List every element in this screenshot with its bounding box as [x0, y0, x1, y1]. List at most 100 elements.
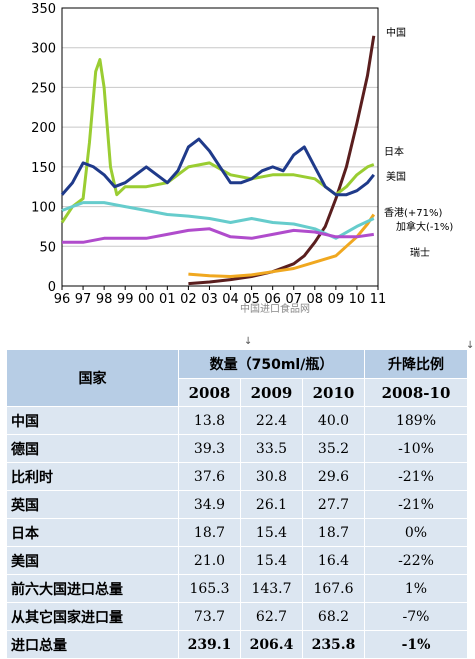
- y-tick-label: 0: [48, 280, 56, 295]
- header-year-2008: 2008: [178, 378, 241, 407]
- country-cell: 英国: [6, 490, 179, 519]
- x-tick-label: 01: [159, 292, 176, 307]
- x-tick-label: 07: [285, 292, 302, 307]
- country-cell: 从其它国家进口量: [6, 602, 179, 631]
- value-2009: 26.1: [240, 490, 303, 519]
- change-cell: -21%: [364, 490, 468, 519]
- paragraph-mark: ↓: [466, 340, 475, 351]
- header-change: 升降比例: [364, 349, 468, 379]
- y-tick-label: 200: [31, 121, 56, 136]
- value-2010: 29.6: [302, 462, 365, 491]
- header-change-period: 2008-10: [364, 378, 468, 407]
- header-year-2010: 2010: [302, 378, 365, 407]
- table-row: 美国 21.0 15.4 16.4 -22%: [6, 546, 468, 575]
- x-tick-label: 06: [264, 292, 281, 307]
- value-2008: 165.3: [178, 574, 241, 603]
- y-tick-label: 150: [31, 161, 56, 176]
- table-row: 英国 34.9 26.1 27.7 -21%: [6, 490, 468, 519]
- series-canada-label: 加拿大(-1%): [396, 220, 453, 233]
- table-row: 前六大国进口总量 165.3 143.7 167.6 1%: [6, 574, 468, 603]
- header-country: 国家: [6, 349, 179, 407]
- value-2010: 40.0: [302, 406, 365, 435]
- value-2010: 18.7: [302, 518, 365, 547]
- x-tick-label: 04: [222, 292, 239, 307]
- grid-lines: [62, 7, 378, 287]
- country-cell: 美国: [6, 546, 179, 575]
- y-tick-label: 50: [39, 240, 56, 255]
- country-cell: 日本: [6, 518, 179, 547]
- change-cell: -10%: [364, 434, 468, 463]
- paragraph-mark: ↓: [244, 336, 253, 347]
- country-cell: 前六大国进口总量: [6, 574, 179, 603]
- x-tick-label: 96: [54, 292, 71, 307]
- x-tick-label: 09: [328, 292, 345, 307]
- value-2010: 35.2: [302, 434, 365, 463]
- value-2009: 62.7: [240, 602, 303, 631]
- value-2010: 167.6: [302, 574, 365, 603]
- x-tick-label: 97: [75, 292, 92, 307]
- series-lines: [60, 35, 376, 286]
- table-row: 日本 18.7 15.4 18.7 0%: [6, 518, 468, 547]
- header-quantity: 数量（750ml/瓶）: [178, 349, 365, 379]
- import-volume-table: 国家 数量（750ml/瓶） 升降比例 2008 2009 2010 2008-…: [6, 349, 468, 659]
- x-tick-label: 02: [180, 292, 197, 307]
- x-tick-label: 05: [243, 292, 260, 307]
- value-2008: 39.3: [178, 434, 241, 463]
- series-switzerland-line: [62, 227, 375, 244]
- y-tick-label: 100: [31, 201, 56, 216]
- country-cell: 中国: [6, 406, 179, 435]
- x-tick-label: 08: [307, 292, 324, 307]
- x-tick-label: 98: [96, 292, 113, 307]
- series-japan-label: 日本: [384, 145, 404, 158]
- series-china-line: [188, 35, 376, 286]
- series-switzerland-label: 瑞士: [410, 246, 430, 259]
- series-usa-label: 美国: [386, 170, 406, 183]
- value-2008: 34.9: [178, 490, 241, 519]
- x-tick-label: 99: [117, 292, 134, 307]
- change-cell: -22%: [364, 546, 468, 575]
- x-tick-label: 11: [370, 292, 387, 307]
- series-hongkong-line: [188, 213, 376, 278]
- x-axis: 96 97 98 99 00 01 02 03 04 05 06 07 08 09 10 11: [54, 286, 387, 307]
- x-tick-label: 03: [201, 292, 218, 307]
- value-2009: 143.7: [240, 574, 303, 603]
- series-china-label: 中国: [386, 26, 406, 39]
- table-row: 从其它国家进口量 73.7 62.7 68.2 -7%: [6, 602, 468, 631]
- country-cell: 德国: [6, 434, 179, 463]
- country-cell: 比利时: [6, 462, 179, 491]
- plot-frame: [61, 7, 379, 287]
- value-2008: 73.7: [178, 602, 241, 631]
- value-2009: 22.4: [240, 406, 303, 435]
- series-japan-line: [60, 58, 375, 224]
- change-cell: -21%: [364, 462, 468, 491]
- change-cell: -7%: [364, 602, 468, 631]
- y-tick-label: 350: [31, 2, 56, 17]
- value-2008: 37.6: [178, 462, 241, 491]
- change-cell: 0%: [364, 518, 468, 547]
- change-cell: 189%: [364, 406, 468, 435]
- table-row: 德国 39.3 33.5 35.2 -10%: [6, 434, 468, 463]
- x-tick-label: 10: [349, 292, 366, 307]
- value-2009: 15.4: [240, 518, 303, 547]
- value-2008: 21.0: [178, 546, 241, 575]
- value-2008: 18.7: [178, 518, 241, 547]
- change-cell: 1%: [364, 574, 468, 603]
- table-row: 中国 13.8 22.4 40.0 189%: [6, 406, 468, 435]
- value-2009: 15.4: [240, 546, 303, 575]
- header-year-2009: 2009: [240, 378, 303, 407]
- y-axis: 0 50 100 150 200 250 300 350: [31, 2, 56, 295]
- y-tick-label: 300: [31, 42, 56, 57]
- value-2009: 30.8: [240, 462, 303, 491]
- value-2010: 68.2: [302, 602, 365, 631]
- x-tick-label: 00: [138, 292, 155, 307]
- value-2010: 16.4: [302, 546, 365, 575]
- table-row: 比利时 37.6 30.8 29.6 -21%: [6, 462, 468, 491]
- value-2009: 33.5: [240, 434, 303, 463]
- watermark: 中国进口食品网: [240, 302, 310, 315]
- value-2008: 13.8: [178, 406, 241, 435]
- y-tick-label: 250: [31, 81, 56, 96]
- series-usa-line: [60, 137, 375, 197]
- value-2010: 27.7: [302, 490, 365, 519]
